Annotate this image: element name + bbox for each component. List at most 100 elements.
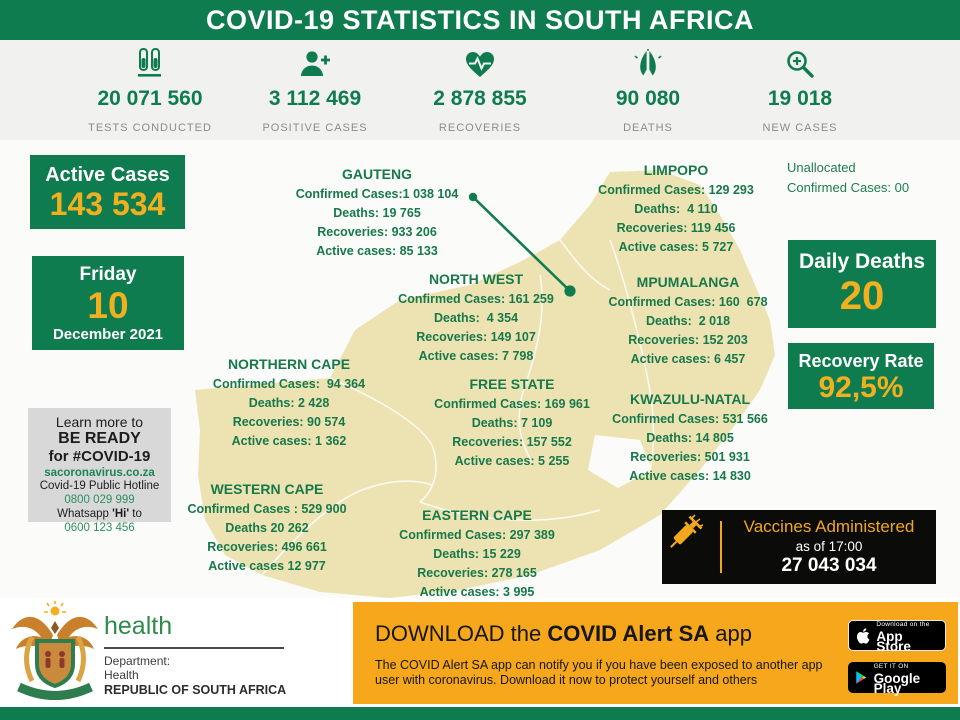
stat-deaths: 90 080 DEATHS	[558, 48, 738, 134]
apple-icon	[856, 627, 870, 644]
date-card: Friday 10 December 2021	[32, 256, 184, 350]
stat-line: Confirmed Cases : 529 900	[187, 502, 347, 516]
coat-of-arms-logo	[12, 601, 98, 700]
learn-more-line: for #COVID-19	[48, 448, 151, 465]
learn-more-card: Learn more to BE READY for #COVID-19 sac…	[28, 408, 171, 534]
weekday: Friday	[79, 264, 137, 285]
stat-positive-cases: 3 112 469 POSITIVE CASES	[225, 48, 405, 134]
test-tubes-icon	[60, 48, 240, 80]
whatsapp-line: Whatsapp 'Hi' to	[28, 507, 171, 521]
praying-hands-icon	[558, 48, 738, 80]
banner-title-pre: DOWNLOAD the	[375, 621, 548, 646]
active-cases-label: Active Cases	[45, 164, 170, 186]
stat-line: Recoveries: 157 552	[452, 435, 572, 449]
active-cases-card: Active Cases 143 534	[30, 155, 185, 229]
whatsapp-hi: 'Hi'	[112, 508, 130, 520]
province-stats-northern-cape: NORTHERN CAPE Confirmed Cases: 94 364 De…	[164, 356, 414, 451]
banner-title: DOWNLOAD the COVID Alert SA app	[375, 621, 752, 647]
daily-deaths-label: Daily Deaths	[798, 250, 926, 273]
stat-line: Deaths: 7 109	[471, 416, 553, 430]
dept-country: REPUBLIC OF SOUTH AFRICA	[104, 683, 287, 697]
day-number: 10	[87, 285, 129, 326]
stat-line: Deaths: 4 354	[433, 311, 519, 325]
stat-line: Active cases: 5 255	[454, 454, 570, 468]
stat-label: DEATHS	[623, 122, 673, 134]
google-play-button[interactable]: GET IT ON Google Play	[848, 662, 946, 696]
stat-line: Active cases 12 977	[208, 559, 326, 573]
stat-line: Active cases: 3 995	[419, 585, 535, 599]
appstore-label: App Store	[876, 628, 911, 654]
stat-value: 2 878 855	[433, 87, 527, 110]
website-link[interactable]: sacoronavirus.co.za	[44, 467, 155, 479]
stat-line: Confirmed Cases: 161 259	[398, 292, 554, 306]
daily-deaths-value: 20	[839, 274, 885, 318]
health-wordmark: health	[104, 612, 173, 640]
learn-more-line: BE READY	[58, 430, 141, 447]
stat-label: POSITIVE CASES	[262, 122, 368, 134]
stat-line: Recoveries: 496 661	[207, 540, 327, 554]
stat-line: Recoveries: 119 456	[616, 221, 736, 235]
stat-line: Active cases: 1 362	[231, 434, 347, 448]
province-name: NORTHERN CAPE	[227, 356, 351, 372]
stat-line: Confirmed Cases: 169 961	[434, 397, 590, 411]
province-name: GAUTENG	[342, 166, 412, 182]
stat-line: Confirmed Cases: 160 678	[608, 295, 768, 309]
stat-line: Recoveries: 149 107	[416, 330, 536, 344]
stat-value: 3 112 469	[268, 87, 362, 110]
header-bar: COVID-19 STATISTICS IN SOUTH AFRICA	[0, 0, 960, 40]
stat-tests-conducted: 20 071 560 TESTS CONDUCTED	[60, 48, 240, 134]
google-play-icon	[856, 671, 867, 684]
recovery-rate-label: Recovery Rate	[798, 351, 924, 371]
national-stats-band: 20 071 560 TESTS CONDUCTED 3 112 469 POS…	[0, 40, 960, 140]
stat-line: Active cases: 14 830	[629, 469, 751, 483]
province-stats-western-cape: WESTERN CAPE Confirmed Cases : 529 900 D…	[142, 481, 392, 576]
stat-line: Deaths: 15 229	[433, 547, 521, 561]
stat-line: Deaths: 19 765	[333, 206, 421, 220]
vaccines-subtitle: as of 17:00	[795, 539, 863, 554]
department-of-health-block: health Department: Health REPUBLIC OF SO…	[104, 612, 286, 697]
divider	[104, 647, 284, 649]
stat-value: 20 071 560	[97, 87, 203, 110]
stat-line: Active cases: 6 457	[630, 352, 746, 366]
stat-label: TESTS CONDUCTED	[88, 122, 212, 134]
stat-line: Confirmed Cases: 129 293	[598, 183, 754, 197]
covid-alert-app-banner: DOWNLOAD the COVID Alert SA app The COVI…	[353, 602, 958, 704]
banner-title-bold: COVID Alert SA	[547, 621, 710, 646]
vaccines-title: Vaccines Administered	[743, 517, 915, 536]
stat-line: Confirmed Cases: 297 389	[399, 528, 555, 542]
province-name: EASTERN CAPE	[422, 507, 532, 523]
stat-label: RECOVERIES	[438, 122, 522, 134]
stat-line: Active cases: 7 798	[418, 349, 534, 363]
province-name: MPUMALANGA	[636, 274, 740, 290]
gplay-tagline: GET IT ON	[873, 662, 909, 670]
magnifier-plus-icon	[710, 48, 890, 80]
province-name: FREE STATE	[469, 376, 555, 392]
stat-line: Deaths: 14 805	[646, 431, 734, 445]
province-stats-gauteng: GAUTENG Confirmed Cases:1 038 104 Deaths…	[252, 166, 502, 261]
stat-line: Recoveries: 278 165	[417, 566, 537, 580]
province-name: LIMPOPO	[643, 162, 709, 178]
daily-deaths-card: Daily Deaths 20	[788, 240, 936, 328]
province-stats-eastern-cape: EASTERN CAPE Confirmed Cases: 297 389 De…	[352, 507, 602, 602]
stat-line: Recoveries: 90 574	[232, 415, 346, 429]
gplay-label: Google Play	[873, 670, 921, 696]
province-name: WESTERN CAPE	[210, 481, 324, 497]
stat-recoveries: 2 878 855 RECOVERIES	[390, 48, 570, 134]
footer: health Department: Health REPUBLIC OF SO…	[0, 598, 960, 707]
app-store-button[interactable]: Download on the App Store	[848, 620, 946, 654]
hotline-number: 0800 029 999	[64, 494, 135, 506]
person-plus-icon	[225, 48, 405, 80]
province-stats-limpopo: LIMPOPO Confirmed Cases: 129 293 Deaths:…	[551, 162, 801, 257]
stat-value: 90 080	[615, 87, 681, 110]
province-stats-mpumalanga: MPUMALANGA Confirmed Cases: 160 678 Deat…	[563, 274, 813, 369]
dept-line: Health	[104, 668, 139, 682]
stat-line: Deaths 20 262	[225, 521, 309, 535]
month-year: December 2021	[52, 326, 164, 343]
banner-description: The COVID Alert SA app can notify you if…	[375, 658, 823, 687]
whatsapp-post: to	[132, 508, 142, 520]
whatsapp-number: 0600 123 456	[64, 522, 135, 534]
page-title: COVID-19 STATISTICS IN SOUTH AFRICA	[205, 4, 755, 35]
stat-value: 19 018	[767, 87, 833, 110]
province-stats-north-west: NORTH WEST Confirmed Cases: 161 259 Deat…	[351, 271, 601, 366]
